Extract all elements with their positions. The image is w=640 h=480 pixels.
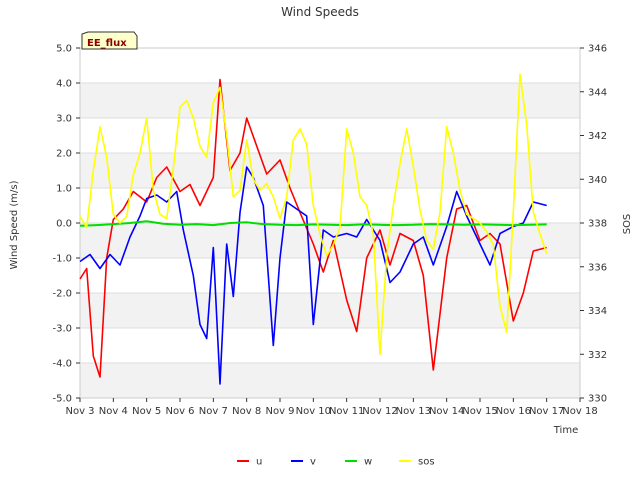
series-line-v <box>79 166 547 385</box>
x-tick-label: Nov 13 <box>396 406 431 417</box>
y2-tick-label: 340 <box>588 175 607 186</box>
background-band <box>80 83 580 118</box>
y-tick-label: -4.0 <box>52 359 72 370</box>
y-tick-label: 3.0 <box>56 114 72 125</box>
background-band <box>80 293 580 328</box>
x-axis-title: Time <box>553 425 578 436</box>
background-band <box>80 363 580 398</box>
x-tick-label: Nov 15 <box>462 406 497 417</box>
x-tick-label: Nov 9 <box>265 406 294 417</box>
y2-tick-label: 334 <box>588 306 607 317</box>
x-tick-label: Nov 7 <box>199 406 228 417</box>
x-tick-label: Nov 5 <box>132 406 161 417</box>
y2-tick-label: 344 <box>588 87 607 98</box>
x-tick-label: Nov 8 <box>232 406 261 417</box>
y-axis-ticks: -5.0 -4.0 -3.0 -2.0 -1.0 0.0 1.0 2.0 3.0 4.0 5.0 <box>52 44 80 405</box>
plot-background-bands <box>80 83 580 398</box>
y2-tick-label: 336 <box>588 262 607 273</box>
y-tick-label: 1.0 <box>56 184 72 195</box>
series-layer <box>79 73 548 385</box>
x-tick-label: Nov 17 <box>529 406 564 417</box>
x-tick-label: Nov 6 <box>165 406 194 417</box>
y-tick-label: 4.0 <box>56 79 72 90</box>
x-tick-label: Nov 14 <box>429 406 464 417</box>
y-tick-label: 0.0 <box>56 219 72 230</box>
x-tick-label: Nov 18 <box>562 406 597 417</box>
y2-tick-label: 332 <box>588 350 607 361</box>
x-tick-label: Nov 11 <box>329 406 364 417</box>
y-tick-label: 5.0 <box>56 44 72 55</box>
y-tick-label: -1.0 <box>52 254 72 265</box>
y2-axis-title: SOS <box>622 214 633 235</box>
y2-tick-label: 346 <box>588 44 607 55</box>
series-line-w <box>79 220 547 227</box>
y2-tick-label: 342 <box>588 131 607 142</box>
legend-label-u: u <box>256 457 262 468</box>
x-tick-label: Nov 16 <box>496 406 531 417</box>
series-line-sos <box>79 73 548 356</box>
badge-label: EE_flux <box>87 38 127 49</box>
y-axis-title: Wind Speed (m/s) <box>9 180 20 269</box>
x-tick-label: Nov 4 <box>99 406 128 417</box>
y2-axis-ticks: 330 332 334 336 338 340 342 344 346 <box>580 44 607 405</box>
legend-label-w: w <box>364 457 372 468</box>
y-tick-label: 2.0 <box>56 149 72 160</box>
legend: u v w sos <box>237 457 435 468</box>
series-line-u <box>79 78 547 378</box>
x-tick-label: Nov 3 <box>65 406 94 417</box>
x-axis-ticks: Nov 3 Nov 4 Nov 5 Nov 6 Nov 7 Nov 8 Nov 9 Nov 1… <box>65 398 598 417</box>
legend-label-v: v <box>310 457 316 468</box>
grid-lines <box>80 47 580 399</box>
legend-label-sos: sos <box>418 457 435 468</box>
y2-tick-label: 338 <box>588 219 607 230</box>
x-tick-label: Nov 12 <box>362 406 397 417</box>
ee-flux-badge: EE_flux <box>81 31 138 50</box>
y-tick-label: -5.0 <box>52 394 72 405</box>
y2-tick-label: 330 <box>588 394 607 405</box>
x-tick-label: Nov 10 <box>296 406 331 417</box>
y-tick-label: -3.0 <box>52 324 72 335</box>
chart-title: Wind Speeds <box>281 5 359 19</box>
y-tick-label: -2.0 <box>52 289 72 300</box>
